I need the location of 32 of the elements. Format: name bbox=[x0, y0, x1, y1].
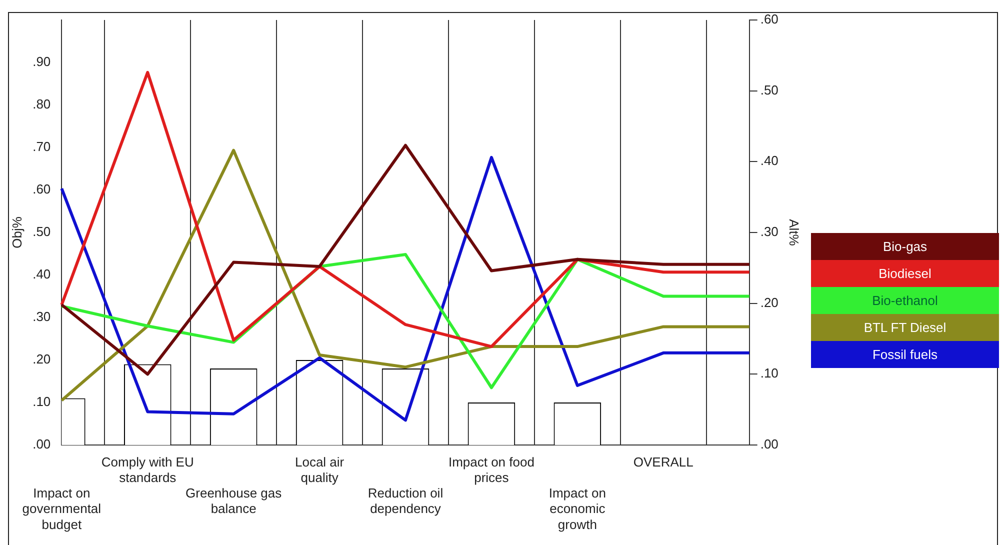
y-tick-label: .20 bbox=[32, 352, 51, 367]
text: Bio-ethanol bbox=[811, 287, 999, 314]
y-tick-label: .40 bbox=[32, 266, 51, 282]
text: Biodiesel bbox=[811, 260, 999, 287]
y-tick-label: .50 bbox=[32, 224, 51, 240]
x-tick-label: Greenhouse gas balance bbox=[186, 486, 282, 516]
y-tick-label: .00 bbox=[32, 436, 51, 452]
y2-tick-label: .60 bbox=[760, 12, 778, 27]
y2-tick-label: .10 bbox=[760, 366, 778, 381]
y2-tick-label: .30 bbox=[760, 224, 778, 240]
y-axis-title: Obj% bbox=[9, 216, 24, 248]
y-tick-label: .60 bbox=[32, 182, 51, 197]
y-tick-label: .90 bbox=[32, 54, 51, 70]
y2-tick-label: .50 bbox=[760, 82, 778, 98]
y-tick-label: .30 bbox=[32, 309, 51, 324]
text: Fossil fuels bbox=[811, 341, 999, 368]
y-tick-label: .70 bbox=[32, 139, 51, 154]
x-tick-label: Reduction oil dependency bbox=[368, 486, 444, 516]
y-tick-label: .80 bbox=[32, 96, 51, 112]
x-tick-label: Local air quality bbox=[294, 454, 345, 485]
x-tick-label: Impact on economic growth bbox=[548, 486, 606, 532]
x-tick-label: Impact on food prices bbox=[448, 454, 534, 485]
y-tick-label: .10 bbox=[32, 394, 51, 410]
x-tick-label: OVERALL bbox=[633, 454, 694, 470]
x-tick-label: Impact on governmental budget bbox=[22, 486, 102, 532]
text: Bio-gas bbox=[811, 233, 999, 260]
y2-tick-label: .20 bbox=[760, 294, 778, 310]
y2-axis-title: Alt% bbox=[786, 219, 802, 246]
x-tick-label: Comply with EU standards bbox=[101, 454, 194, 485]
y2-tick-label: .40 bbox=[760, 153, 778, 168]
text: BTL FT Diesel bbox=[811, 314, 999, 341]
y2-tick-label: .00 bbox=[760, 436, 778, 452]
